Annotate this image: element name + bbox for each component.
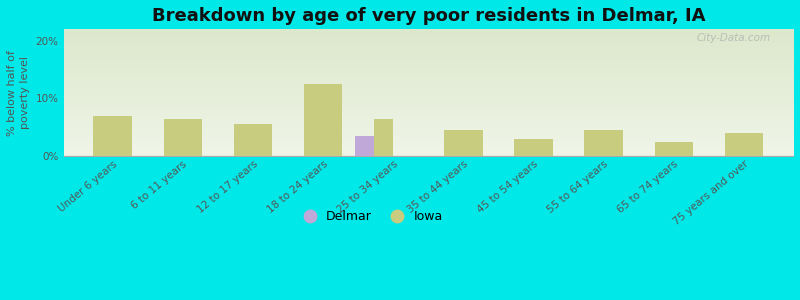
Bar	[234, 124, 272, 156]
Bar	[584, 130, 623, 156]
Legend: Delmar, Iowa: Delmar, Iowa	[292, 206, 447, 229]
Bar	[354, 136, 374, 156]
Title: Breakdown by age of very poor residents in Delmar, IA: Breakdown by age of very poor residents …	[151, 7, 705, 25]
Bar	[654, 142, 693, 156]
Bar	[725, 133, 763, 156]
Bar	[94, 116, 132, 156]
Y-axis label: % below half of
poverty level: % below half of poverty level	[7, 50, 30, 136]
Bar	[444, 130, 482, 156]
Bar	[374, 118, 394, 156]
Bar	[163, 118, 202, 156]
Bar	[304, 84, 342, 156]
Bar	[514, 139, 553, 156]
Text: City-Data.com: City-Data.com	[697, 33, 771, 43]
